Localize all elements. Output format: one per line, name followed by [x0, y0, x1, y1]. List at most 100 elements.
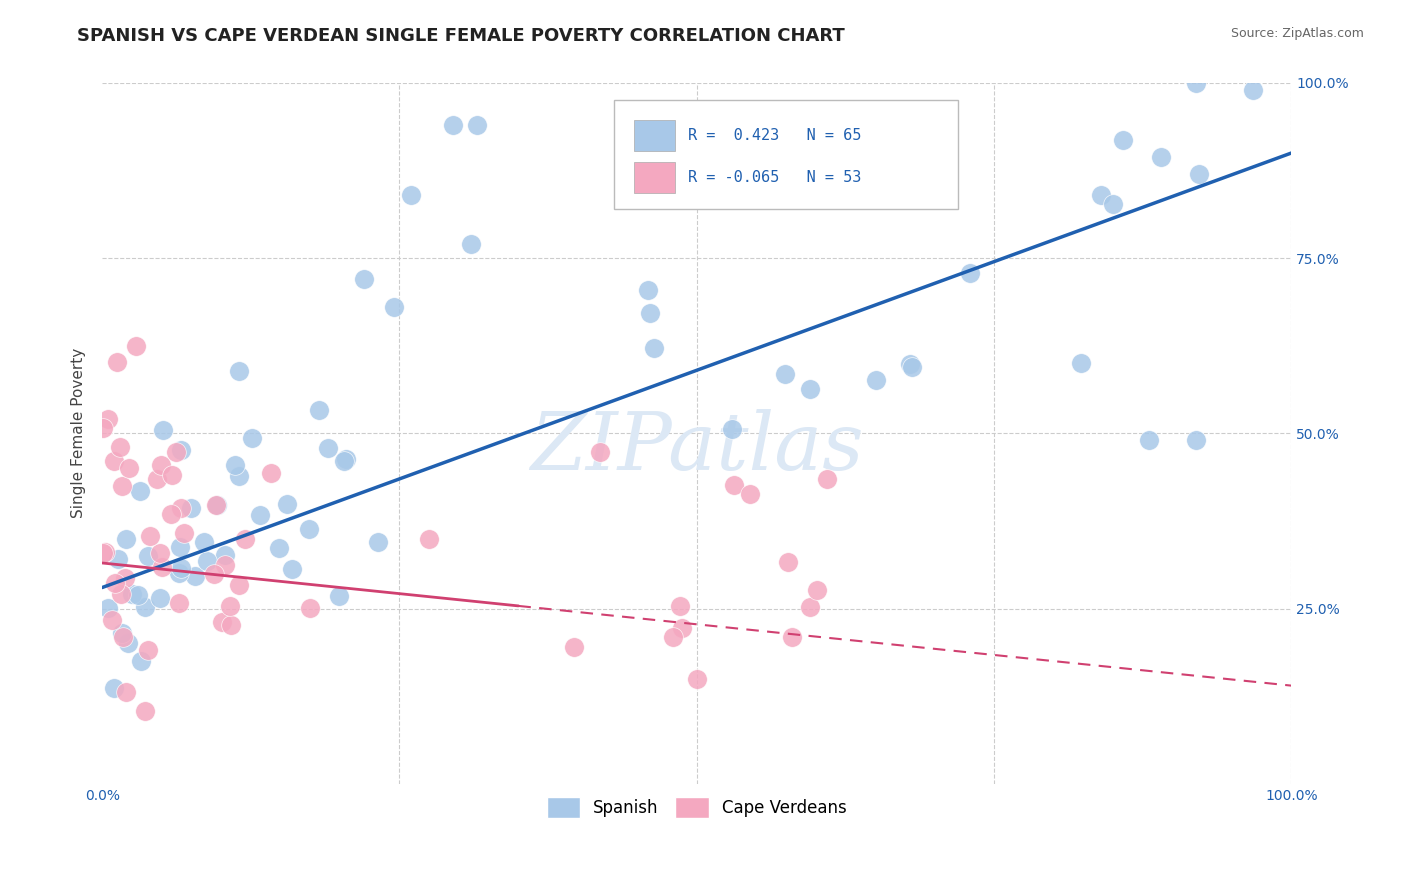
Point — [1090, 188, 1112, 202]
Point — [353, 272, 375, 286]
Point — [150, 458, 173, 472]
Point — [129, 654, 152, 668]
Point — [149, 546, 172, 560]
Point — [184, 569, 207, 583]
Point — [1188, 167, 1211, 181]
Text: R =  0.423   N = 65: R = 0.423 N = 65 — [689, 128, 862, 143]
Point — [333, 454, 356, 468]
Point — [211, 615, 233, 630]
Point — [1137, 434, 1160, 448]
Point — [637, 283, 659, 297]
Point — [118, 460, 141, 475]
Point — [780, 630, 803, 644]
Point — [465, 118, 488, 132]
Point — [1070, 356, 1092, 370]
Point — [773, 368, 796, 382]
Point — [242, 431, 264, 445]
Point — [134, 600, 156, 615]
Point — [150, 559, 173, 574]
Point — [1112, 133, 1135, 147]
Point — [1185, 76, 1208, 90]
Point — [269, 541, 291, 556]
Point — [668, 599, 690, 614]
Point — [276, 498, 298, 512]
Point — [214, 549, 236, 563]
Legend: Spanish, Cape Verdeans: Spanish, Cape Verdeans — [540, 791, 853, 824]
Point — [94, 545, 117, 559]
Point — [111, 630, 134, 644]
Point — [103, 681, 125, 695]
Point — [233, 533, 256, 547]
Point — [138, 529, 160, 543]
Point — [815, 472, 838, 486]
Point — [110, 586, 132, 600]
Point — [97, 601, 120, 615]
Point — [103, 454, 125, 468]
Point — [104, 576, 127, 591]
Point — [114, 571, 136, 585]
Point — [738, 487, 761, 501]
Point — [128, 484, 150, 499]
Point — [167, 596, 190, 610]
Point — [169, 540, 191, 554]
FancyBboxPatch shape — [613, 101, 959, 209]
Point — [367, 534, 389, 549]
Point — [1150, 150, 1173, 164]
Point — [640, 306, 662, 320]
Point — [671, 621, 693, 635]
Point — [328, 589, 350, 603]
Point — [1241, 83, 1264, 97]
Point — [298, 522, 321, 536]
Point — [136, 643, 159, 657]
Point — [281, 562, 304, 576]
Point — [901, 360, 924, 375]
Point — [219, 599, 242, 614]
Point — [228, 578, 250, 592]
Point — [111, 625, 134, 640]
Point — [806, 583, 828, 598]
Point — [134, 704, 156, 718]
Point — [723, 478, 745, 492]
Point — [335, 451, 357, 466]
Point — [799, 382, 821, 396]
Point — [260, 466, 283, 480]
Point — [170, 501, 193, 516]
Point — [165, 444, 187, 458]
FancyBboxPatch shape — [634, 161, 675, 194]
Point — [219, 618, 242, 632]
Point — [91, 546, 114, 560]
Point — [101, 613, 124, 627]
Text: R = -0.065   N = 53: R = -0.065 N = 53 — [689, 170, 862, 185]
FancyBboxPatch shape — [634, 120, 675, 152]
Point — [125, 338, 148, 352]
Point — [562, 640, 585, 654]
Point — [959, 266, 981, 280]
Point — [117, 635, 139, 649]
Point — [460, 237, 482, 252]
Point — [204, 499, 226, 513]
Point — [105, 355, 128, 369]
Point — [308, 402, 330, 417]
Point — [159, 507, 181, 521]
Point — [149, 591, 172, 605]
Point — [107, 552, 129, 566]
Point — [662, 630, 685, 644]
Point — [121, 587, 143, 601]
Point — [316, 441, 339, 455]
Point — [114, 533, 136, 547]
Y-axis label: Single Female Poverty: Single Female Poverty — [72, 348, 86, 518]
Point — [152, 424, 174, 438]
Point — [169, 566, 191, 580]
Point — [228, 364, 250, 378]
Point — [686, 673, 709, 687]
Point — [799, 600, 821, 615]
Point — [204, 567, 226, 582]
Point — [91, 421, 114, 435]
Point — [720, 422, 742, 436]
Point — [643, 341, 665, 355]
Point — [97, 412, 120, 426]
Point — [418, 532, 440, 546]
Point — [1102, 196, 1125, 211]
Point — [228, 469, 250, 483]
Point — [180, 501, 202, 516]
